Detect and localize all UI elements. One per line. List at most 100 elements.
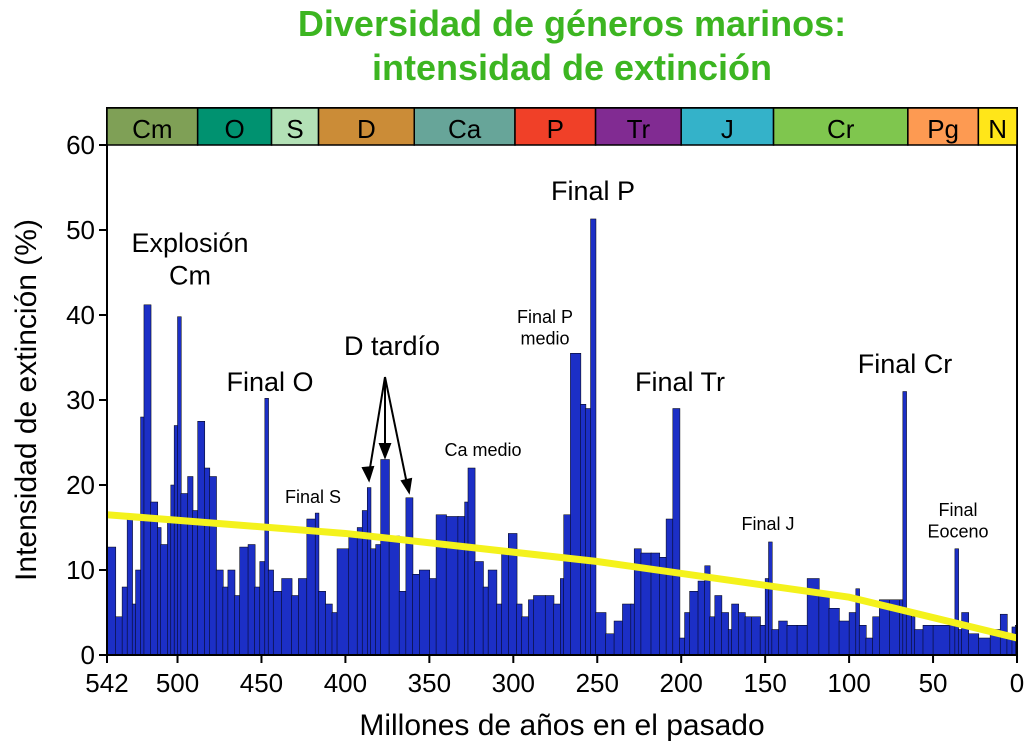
step-bar — [721, 612, 729, 656]
step-bar — [115, 616, 123, 656]
period-label: Tr — [627, 114, 651, 144]
step-bar — [838, 620, 850, 656]
annotation: Final O — [226, 367, 313, 397]
step-bar — [590, 218, 597, 656]
step-bar — [585, 408, 592, 656]
annotation: Final Cr — [858, 349, 953, 379]
step-bar — [215, 569, 224, 656]
step-bar — [605, 633, 615, 656]
trend-line — [106, 511, 1018, 642]
step-bar — [689, 591, 699, 656]
annotation: Final Tr — [635, 367, 725, 397]
x-tick-label: 300 — [492, 668, 535, 698]
step-bar — [738, 612, 746, 656]
annotation: Final P — [551, 176, 635, 206]
step-bar — [227, 569, 236, 656]
x-tick-label: 450 — [240, 668, 283, 698]
step-bar — [267, 569, 274, 656]
period-band — [413, 107, 516, 146]
step-bar — [553, 603, 561, 656]
period-label: D — [357, 114, 376, 144]
step-bar — [412, 574, 420, 656]
step-bar — [731, 603, 739, 656]
x-tick-label: 100 — [827, 668, 870, 698]
step-bar — [135, 569, 142, 656]
annotation: Final P — [517, 307, 573, 327]
x-tick-label: 50 — [919, 668, 948, 698]
chart-title: Diversidad de géneros marinos: — [298, 3, 846, 44]
step-bar — [968, 633, 980, 656]
step-bar — [697, 580, 706, 656]
step-bar — [932, 625, 951, 656]
step-bar — [796, 625, 808, 656]
y-tick-label: 0 — [81, 640, 95, 670]
step-bar — [759, 625, 766, 656]
step-bar — [222, 586, 229, 656]
step-bar — [563, 514, 572, 656]
x-tick-label: 350 — [408, 668, 451, 698]
step-bar — [570, 353, 582, 656]
period-label: P — [547, 114, 564, 144]
arrow-head — [361, 443, 413, 495]
step-bar — [370, 548, 377, 656]
step-bar — [905, 612, 912, 656]
step-bar — [665, 518, 674, 656]
step-bar — [533, 595, 546, 656]
step-bar — [961, 612, 969, 656]
x-tick-label: 150 — [743, 668, 786, 698]
x-tick-label: 250 — [576, 668, 619, 698]
step-bar — [419, 569, 431, 656]
period-band — [680, 107, 775, 146]
step-bar — [429, 578, 437, 656]
step-bar — [375, 544, 382, 656]
step-bar — [298, 578, 308, 656]
step-bar — [457, 516, 466, 656]
y-tick-label: 30 — [66, 385, 95, 415]
period-label: N — [988, 114, 1007, 144]
step-bar — [121, 586, 128, 656]
y-tick-label: 20 — [66, 470, 95, 500]
step-bar — [865, 637, 874, 656]
period-label: J — [721, 114, 734, 144]
step-bar — [622, 603, 632, 656]
step-bar — [239, 546, 249, 656]
step-bar — [150, 501, 159, 656]
step-bar — [679, 637, 686, 656]
arrow — [368, 376, 386, 475]
step-bar — [388, 535, 400, 656]
step-bar — [306, 518, 316, 656]
annotation: Explosión — [131, 228, 248, 258]
period-label: Ca — [448, 114, 482, 144]
x-tick-label: 542 — [85, 668, 128, 698]
step-bar — [254, 586, 261, 656]
step-bar — [209, 476, 217, 656]
step-bar — [281, 578, 293, 656]
step-bar — [160, 544, 169, 656]
step-bar — [521, 616, 530, 656]
annotation: Cm — [169, 260, 211, 290]
step-bar — [848, 612, 857, 656]
step-bar — [291, 595, 300, 656]
period-label: Pg — [927, 114, 959, 144]
arrow — [384, 376, 408, 485]
step-bar — [714, 595, 723, 656]
step-bar — [356, 527, 363, 656]
step-bar — [613, 620, 624, 656]
step-bar — [496, 603, 503, 656]
step-bar — [187, 476, 194, 656]
step-bar — [828, 608, 840, 656]
step-bar — [405, 497, 414, 656]
period-band — [977, 107, 1018, 146]
step-bar — [949, 625, 956, 656]
step-bar — [978, 637, 991, 656]
step-bar — [197, 421, 206, 656]
annotation: Final S — [285, 487, 341, 507]
step-bar — [684, 612, 691, 656]
period-label: Cr — [827, 114, 855, 144]
step-bar — [818, 595, 830, 656]
x-tick-label: 400 — [324, 668, 367, 698]
annotation: Eoceno — [927, 522, 988, 542]
annotation: D tardío — [344, 331, 440, 361]
